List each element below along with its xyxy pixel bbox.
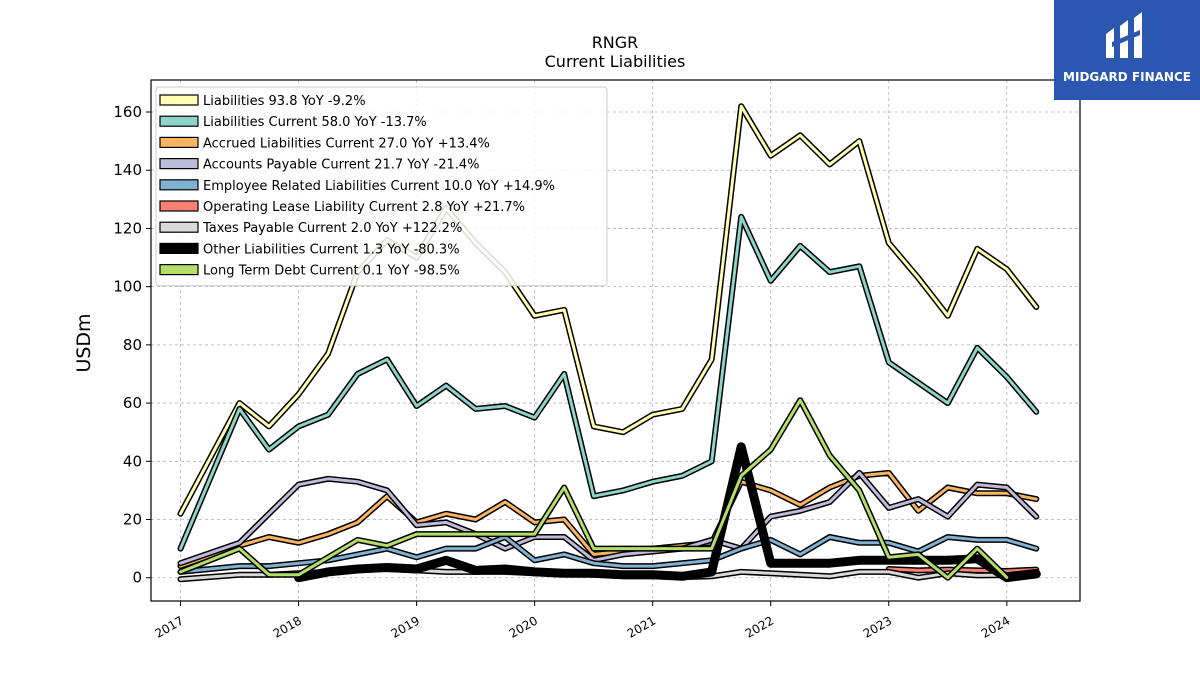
y-tick-label: 20 bbox=[123, 511, 142, 529]
legend-swatch bbox=[159, 221, 199, 233]
x-tick-label: 2019 bbox=[389, 613, 422, 640]
brand-logo: MIDGARD FINANCE bbox=[1054, 0, 1200, 100]
x-tick-label: 2021 bbox=[625, 613, 658, 640]
y-axis: 0 20 40 60 80 100 120 140 160 bbox=[113, 103, 151, 587]
x-tick-label: 2022 bbox=[743, 613, 776, 640]
legend-label: Accounts Payable Current 21.7 YoY -21.4% bbox=[203, 158, 480, 173]
x-tick-label: 2018 bbox=[271, 613, 304, 640]
series-line-1 bbox=[179, 215, 1038, 551]
series-line-8 bbox=[179, 398, 1009, 580]
legend-swatch bbox=[159, 200, 199, 212]
brand-name: MIDGARD FINANCE bbox=[1063, 70, 1191, 84]
legend-label: Other Liabilities Current 1.3 YoY -80.3% bbox=[203, 242, 460, 257]
legend-swatch bbox=[159, 264, 199, 276]
series-line-3 bbox=[179, 471, 1038, 565]
series-line-5 bbox=[887, 567, 1038, 573]
legend-label: Long Term Debt Current 0.1 YoY -98.5% bbox=[203, 264, 460, 279]
x-axis: 2017 2018 2019 2020 2021 2022 2023 2024 bbox=[153, 601, 1012, 641]
y-tick-label: 60 bbox=[123, 394, 142, 412]
series-line-0 bbox=[179, 104, 1038, 516]
legend: Liabilities 93.8 YoY -9.2% Liabilities Cu… bbox=[155, 86, 608, 287]
y-tick-label: 160 bbox=[113, 103, 142, 121]
y-tick-label: 100 bbox=[113, 278, 142, 296]
legend-swatch bbox=[159, 115, 199, 127]
legend-label: Operating Lease Liability Current 2.8 Yo… bbox=[203, 200, 525, 215]
x-tick-label: 2024 bbox=[979, 613, 1012, 640]
legend-swatch bbox=[159, 158, 199, 170]
legend-box bbox=[155, 86, 608, 287]
plot-frame bbox=[150, 79, 1081, 602]
y-tick-label: 120 bbox=[113, 219, 142, 237]
y-axis-label: USDm bbox=[73, 313, 95, 372]
x-tick-label: 2023 bbox=[861, 613, 894, 640]
series-line-7 bbox=[295, 443, 1040, 581]
legend-label: Accrued Liabilities Current 27.0 YoY +13… bbox=[203, 136, 490, 151]
x-tick-label: 2017 bbox=[153, 613, 186, 640]
legend-label: Liabilities 93.8 YoY -9.2% bbox=[203, 94, 366, 109]
y-tick-label: 40 bbox=[123, 452, 142, 470]
legend-swatch bbox=[159, 179, 199, 191]
legend-label: Employee Related Liabilities Current 10.… bbox=[203, 179, 555, 194]
series-layer bbox=[177, 103, 1041, 583]
midgard-logo-icon bbox=[1106, 12, 1142, 58]
x-tick-label: 2020 bbox=[507, 613, 540, 640]
legend-swatch bbox=[159, 136, 199, 148]
y-tick-label: 0 bbox=[132, 569, 142, 587]
y-tick-label: 80 bbox=[123, 336, 142, 354]
legend-label: Taxes Payable Current 2.0 YoY +122.2% bbox=[202, 221, 462, 236]
chart-subtitle: Current Liabilities bbox=[545, 52, 686, 71]
legend-swatch bbox=[159, 242, 199, 254]
y-tick-label: 140 bbox=[113, 161, 142, 179]
legend-label: Liabilities Current 58.0 YoY -13.7% bbox=[203, 115, 427, 130]
series-line-4 bbox=[179, 535, 1038, 574]
chart-title: RNGR bbox=[592, 33, 639, 52]
legend-swatch bbox=[159, 94, 199, 106]
gridlines bbox=[151, 80, 1080, 601]
